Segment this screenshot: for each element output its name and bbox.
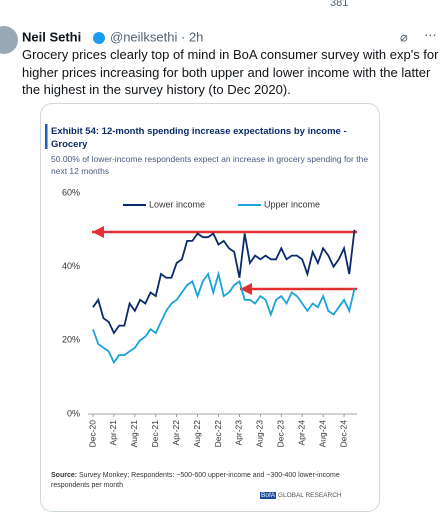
y-tick-label: 60% — [62, 187, 80, 197]
source-label: Source: — [51, 472, 78, 479]
y-tick-label: 0% — [67, 408, 80, 418]
x-tick-label: Dec-21 — [150, 420, 160, 448]
image-card[interactable] — [40, 103, 380, 512]
footer-text: GLOBAL RESEARCH — [277, 492, 342, 499]
author-name[interactable]: Neil Sethi — [22, 29, 81, 44]
title-bar — [45, 124, 48, 149]
y-tick-label: 20% — [62, 335, 80, 345]
chart-subtitle: 50.00% of lower-income respondents expec… — [51, 154, 369, 176]
footer-brand: BofA — [260, 492, 277, 499]
footer: BofA GLOBAL RESEARCH — [260, 492, 342, 499]
x-tick-label: Aug-21 — [129, 420, 139, 448]
x-tick-label: Dec-22 — [213, 420, 223, 448]
x-tick-label: Dec-23 — [276, 420, 286, 448]
grok-icon[interactable]: ⌀ — [400, 29, 408, 44]
series-line — [92, 229, 356, 335]
x-tick-label: Dec-20 — [87, 420, 97, 448]
x-tick-label: Apr-23 — [234, 420, 244, 446]
source-text: Survey Monkey; Respondents: ~500-600 upp… — [51, 472, 340, 489]
x-tick-label: Dec-24 — [338, 420, 348, 448]
avatar[interactable] — [0, 26, 18, 54]
legend-label: Upper income — [264, 199, 320, 209]
more-icon[interactable]: ⋯ — [424, 27, 437, 42]
y-tick-label: 40% — [62, 261, 80, 271]
series-line — [92, 270, 356, 365]
source: Source: Survey Monkey; Respondents: ~500… — [51, 471, 371, 491]
x-tick-label: Aug-23 — [255, 420, 265, 448]
x-tick-label: Aug-24 — [317, 420, 327, 448]
handle-time[interactable]: @neilksethi · 2h — [110, 29, 203, 44]
chart-title: Exhibit 54: 12-month spending increase e… — [51, 126, 347, 150]
legend-label: Lower income — [149, 199, 205, 209]
x-tick-label: Apr-24 — [296, 420, 306, 446]
verified-badge — [93, 32, 105, 44]
x-tick-label: Apr-21 — [108, 420, 118, 446]
arrow-head — [240, 283, 252, 295]
views: 381 — [330, 0, 348, 9]
tweet-text: Grocery prices clearly top of mind in Bo… — [22, 47, 439, 97]
arrow-head — [92, 226, 104, 238]
x-tick-label: Apr-22 — [171, 420, 181, 446]
x-tick-label: Aug-22 — [192, 420, 202, 448]
